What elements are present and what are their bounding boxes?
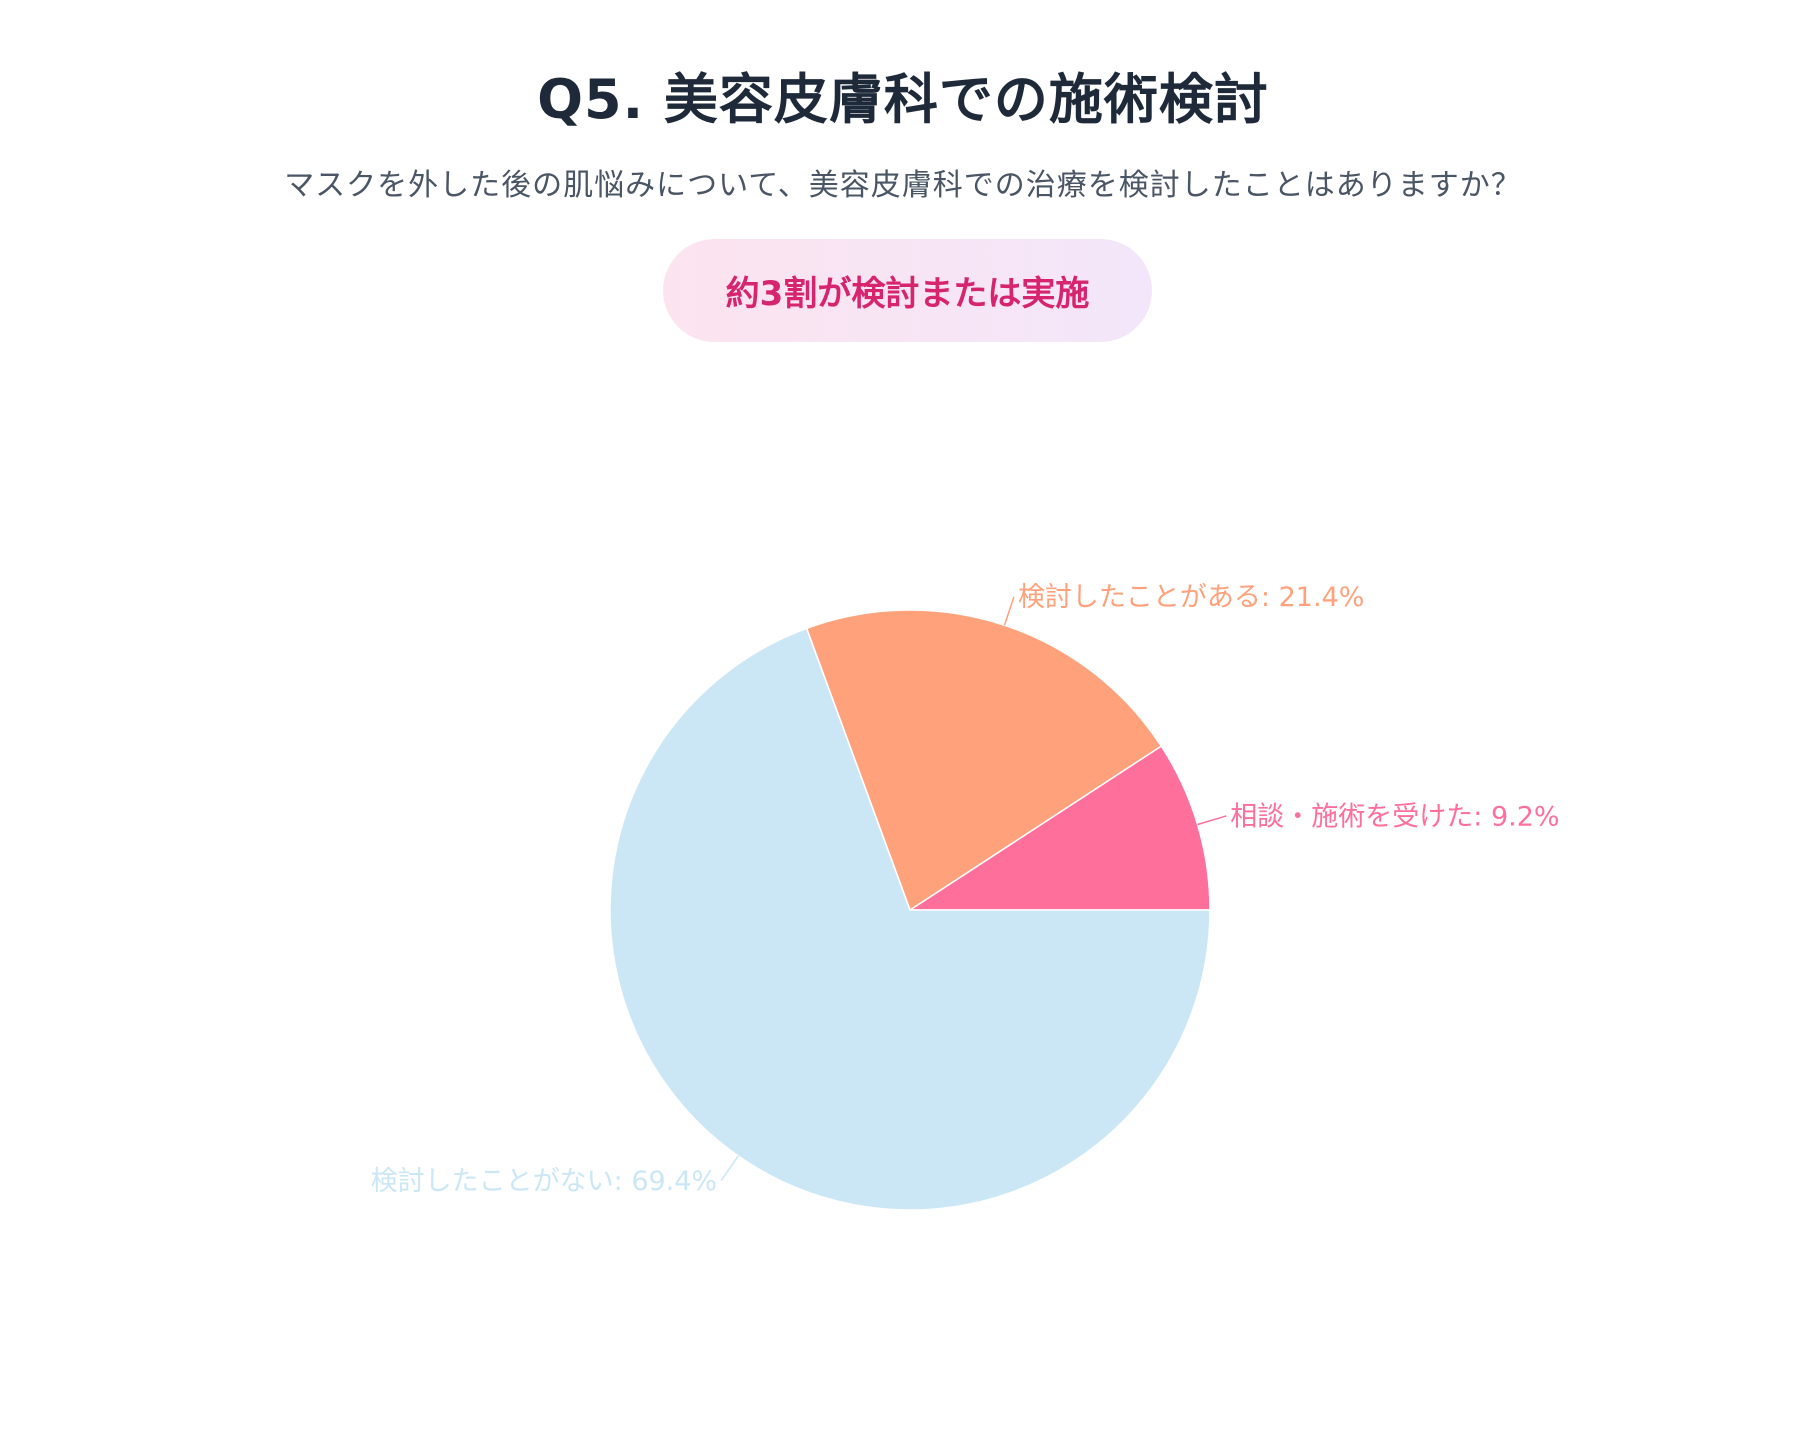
slice-label-3: 検討したことがない: 69.4% <box>371 1166 717 1197</box>
pie-slices <box>609 609 1211 1211</box>
pie-slice-1 <box>907 745 1211 911</box>
summary-badge: 約3割が検討または実施 <box>663 239 1152 342</box>
summary-badge-text: 約3割が検討または実施 <box>725 274 1090 314</box>
pie-leader-lines <box>720 596 1227 1182</box>
slice-label-2: 検討したことがある: 21.4% <box>1018 582 1364 613</box>
leader-line-3 <box>720 1155 739 1182</box>
leader-line-1 <box>1197 815 1227 826</box>
chart-subtitle: マスクを外した後の肌悩みについて、美容皮膚科での治療を検討したことはありますか？ <box>284 168 1522 203</box>
slice-label-1: 相談・施術を受けた: 9.2% <box>1230 801 1559 832</box>
chart-title: Q5. 美容皮膚科での施術検討 <box>537 68 1269 131</box>
leader-line-2 <box>1003 596 1015 626</box>
pie-slice-3 <box>609 627 1211 1211</box>
pie-labels: 相談・施術を受けた: 9.2% 検討したことがある: 21.4% 検討したことがない… <box>371 582 1560 1197</box>
